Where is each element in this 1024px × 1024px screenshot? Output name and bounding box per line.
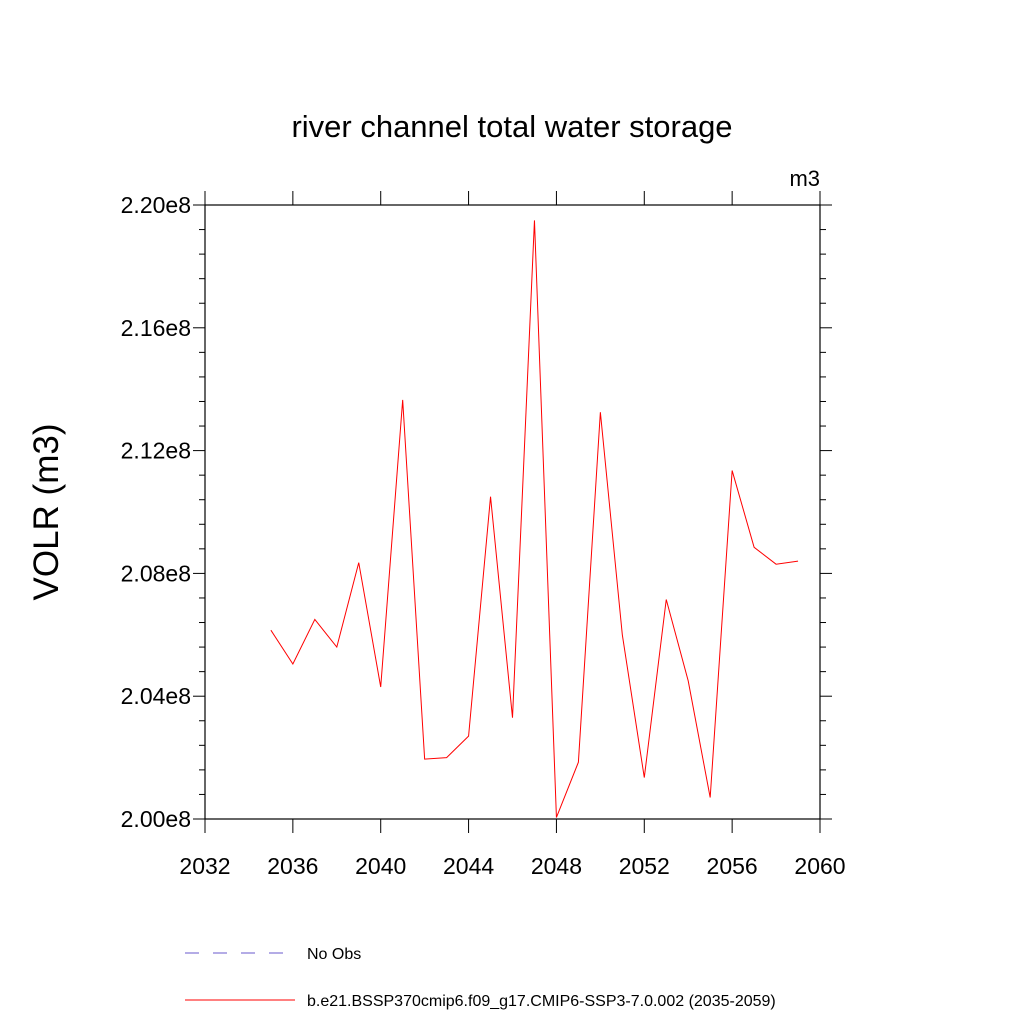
x-tick-label: 2060 [794,853,845,879]
x-tick-label: 2056 [707,853,758,879]
x-tick-label: 2044 [443,853,494,879]
y-tick-label: 2.00e8 [121,806,191,832]
x-tick-label: 2048 [531,853,582,879]
axis-ticks [193,191,832,833]
y-tick-label: 2.08e8 [121,560,191,586]
units-label: m3 [789,166,820,191]
chart-title: river channel total water storage [291,109,732,144]
legend-label-model: b.e21.BSSP370cmip6.f09_g17.CMIP6-SSP3-7.… [307,993,776,1010]
x-tick-label: 2036 [267,853,318,879]
y-tick-label: 2.16e8 [121,315,191,341]
x-tick-label: 2052 [619,853,670,879]
y-tick-label: 2.04e8 [121,683,191,709]
x-tick-label: 2032 [179,853,230,879]
x-tick-label: 2040 [355,853,406,879]
legend-label-no-obs: No Obs [307,946,361,963]
y-tick-label: 2.12e8 [121,438,191,464]
y-tick-label: 2.20e8 [121,192,191,218]
plot-frame [204,204,821,820]
series-line-1 [270,220,799,818]
tick-labels: 2.00e8 2.04e8 2.08e8 2.12e8 2.16e8 2.20e8 2032… [121,192,846,879]
y-axis-label: VOLR (m3) [27,424,66,601]
legend: No Obs b.e21.BSSP370cmip6.f09_g17.CMIP6-… [185,946,776,1010]
series-group [270,220,799,818]
